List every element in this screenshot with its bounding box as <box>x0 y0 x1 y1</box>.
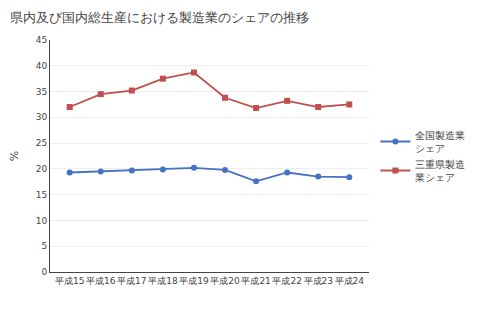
svg-text:10: 10 <box>36 216 48 226</box>
svg-text:0: 0 <box>41 267 47 277</box>
svg-text:県内及び国内総生産における製造業のシェアの推移: 県内及び国内総生産における製造業のシェアの推移 <box>10 10 309 25</box>
svg-text:平成21: 平成21 <box>241 276 270 286</box>
svg-text:平成22: 平成22 <box>272 276 301 286</box>
svg-text:平成24: 平成24 <box>335 276 365 286</box>
svg-text:5: 5 <box>41 241 47 251</box>
svg-text:三重県製造業シェア: 三重県製造業シェア <box>415 159 465 183</box>
svg-text:平成15: 平成15 <box>55 276 84 286</box>
svg-text:平成18: 平成18 <box>148 276 178 286</box>
svg-text:45: 45 <box>36 35 47 45</box>
svg-text:平成16: 平成16 <box>86 276 116 286</box>
svg-text:%: % <box>8 151 21 161</box>
svg-text:15: 15 <box>36 190 47 200</box>
svg-text:40: 40 <box>36 61 48 71</box>
svg-text:平成20: 平成20 <box>210 276 240 286</box>
svg-text:平成23: 平成23 <box>304 276 333 286</box>
svg-text:20: 20 <box>36 164 48 174</box>
svg-text:35: 35 <box>36 87 47 97</box>
svg-text:平成19: 平成19 <box>179 276 209 286</box>
svg-text:25: 25 <box>36 138 47 148</box>
svg-text:30: 30 <box>36 112 48 122</box>
svg-text:平成17: 平成17 <box>117 276 146 286</box>
svg-text:全国製造業シェア: 全国製造業シェア <box>415 130 465 154</box>
